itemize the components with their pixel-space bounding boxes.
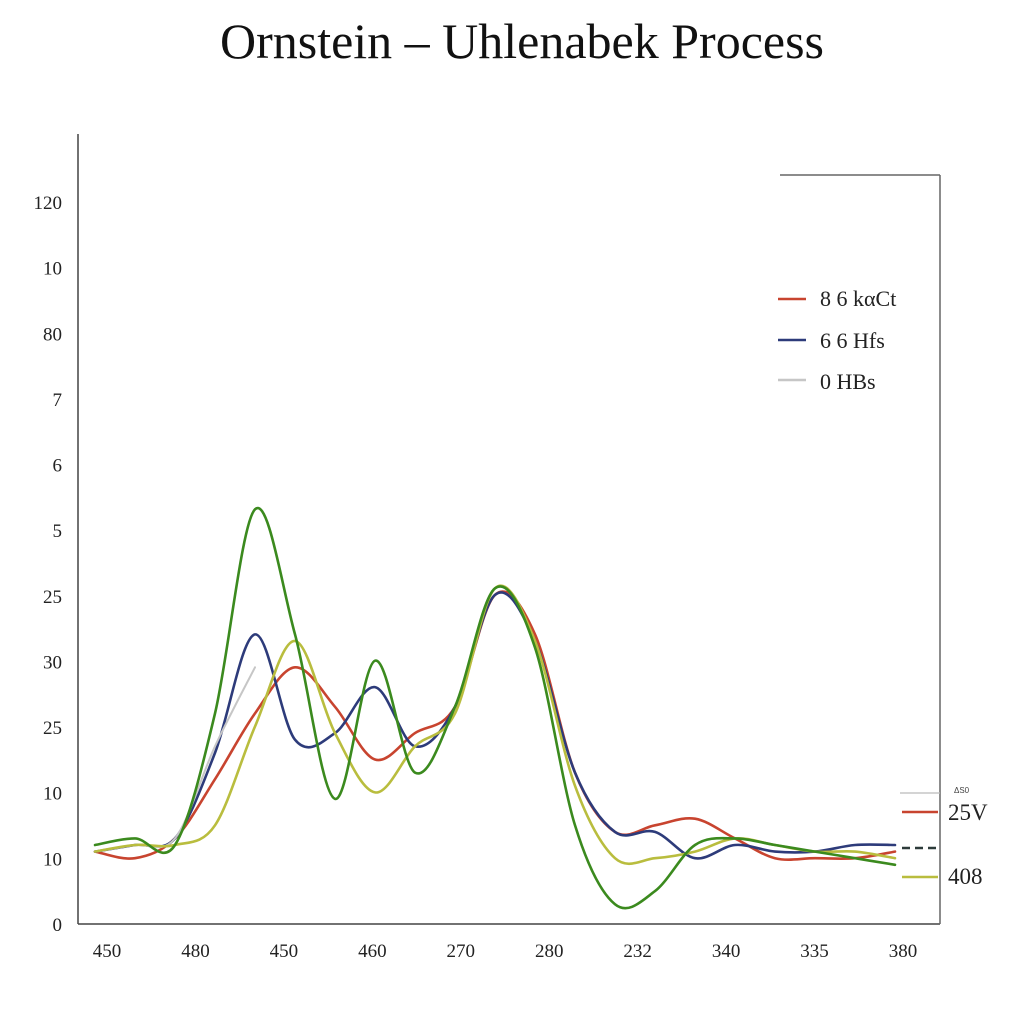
y-tick-label: 5 — [53, 521, 63, 542]
series-line-5 — [93, 506, 897, 910]
side-label-25v: 25V — [948, 800, 988, 825]
side-label-408: 408 — [948, 864, 983, 889]
legend-label-2: 6 6 Hfs — [820, 328, 885, 353]
x-tick-label: 270 — [447, 941, 476, 962]
x-tick-label: 480 — [181, 941, 210, 962]
legend-label-1: 8 6 kαCt — [820, 286, 896, 311]
y-axis-ticks: 0 10 10 25 30 25 5 6 7 80 10 120 — [34, 193, 63, 936]
side-labels: ΔS0 25V 408 — [900, 786, 988, 889]
y-tick-label: 6 — [53, 456, 63, 477]
legend: 8 6 kαCt 6 6 Hfs 0 HBs — [778, 286, 896, 394]
x-tick-label: 460 — [358, 941, 387, 962]
x-tick-label: 450 — [93, 941, 122, 962]
x-tick-label: 450 — [270, 941, 299, 962]
side-label-small: ΔS0 — [954, 786, 970, 795]
chart-title: Ornstein – Uhlenabek Process — [220, 13, 824, 69]
x-tick-label: 232 — [623, 941, 652, 962]
legend-label-3: 0 HBs — [820, 369, 876, 394]
x-tick-label: 380 — [889, 941, 918, 962]
y-tick-label: 10 — [43, 849, 62, 870]
x-axis-ticks: 450 480 450 460 270 280 232 340 335 380 — [93, 941, 918, 962]
y-tick-label: 10 — [43, 784, 62, 805]
y-tick-label: 80 — [43, 324, 62, 345]
y-tick-label: 7 — [53, 390, 63, 411]
y-tick-label: 10 — [43, 259, 62, 280]
y-tick-label: 25 — [43, 587, 62, 608]
y-tick-label: 0 — [53, 915, 63, 936]
x-tick-label: 335 — [800, 941, 829, 962]
x-tick-label: 280 — [535, 941, 564, 962]
series-lines — [93, 506, 897, 910]
y-tick-label: 30 — [43, 652, 62, 673]
y-tick-label: 120 — [34, 193, 63, 214]
x-tick-label: 340 — [712, 941, 741, 962]
y-tick-label: 25 — [43, 718, 62, 739]
